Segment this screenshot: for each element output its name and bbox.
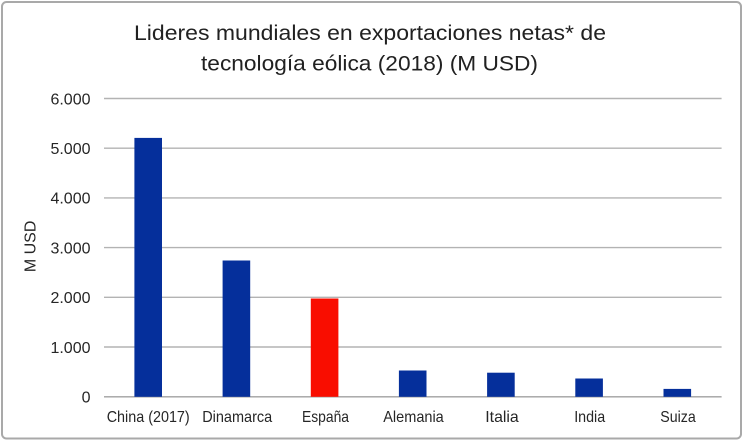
svg-text:5.000: 5.000 — [50, 141, 90, 158]
svg-text:1.000: 1.000 — [50, 340, 90, 357]
svg-text:6.000: 6.000 — [50, 91, 90, 108]
svg-text:India: India — [574, 409, 605, 426]
svg-text:Alemania: Alemania — [383, 409, 444, 426]
svg-text:0: 0 — [82, 390, 91, 407]
svg-text:Dinamarca: Dinamarca — [202, 409, 272, 426]
svg-text:España: España — [302, 409, 349, 426]
svg-text:China (2017): China (2017) — [107, 409, 190, 426]
svg-text:Italia: Italia — [485, 409, 519, 426]
svg-text:Suiza: Suiza — [660, 409, 696, 426]
svg-text:4.000: 4.000 — [50, 191, 90, 208]
svg-text:2.000: 2.000 — [50, 290, 90, 307]
svg-text:3.000: 3.000 — [50, 240, 90, 257]
svg-text:Lideres mundiales en exportaci: Lideres mundiales en exportaciones netas… — [134, 21, 606, 45]
svg-text:M USD: M USD — [23, 221, 40, 273]
svg-text:tecnología eólica (2018) (M US: tecnología eólica (2018) (M USD) — [201, 51, 538, 75]
